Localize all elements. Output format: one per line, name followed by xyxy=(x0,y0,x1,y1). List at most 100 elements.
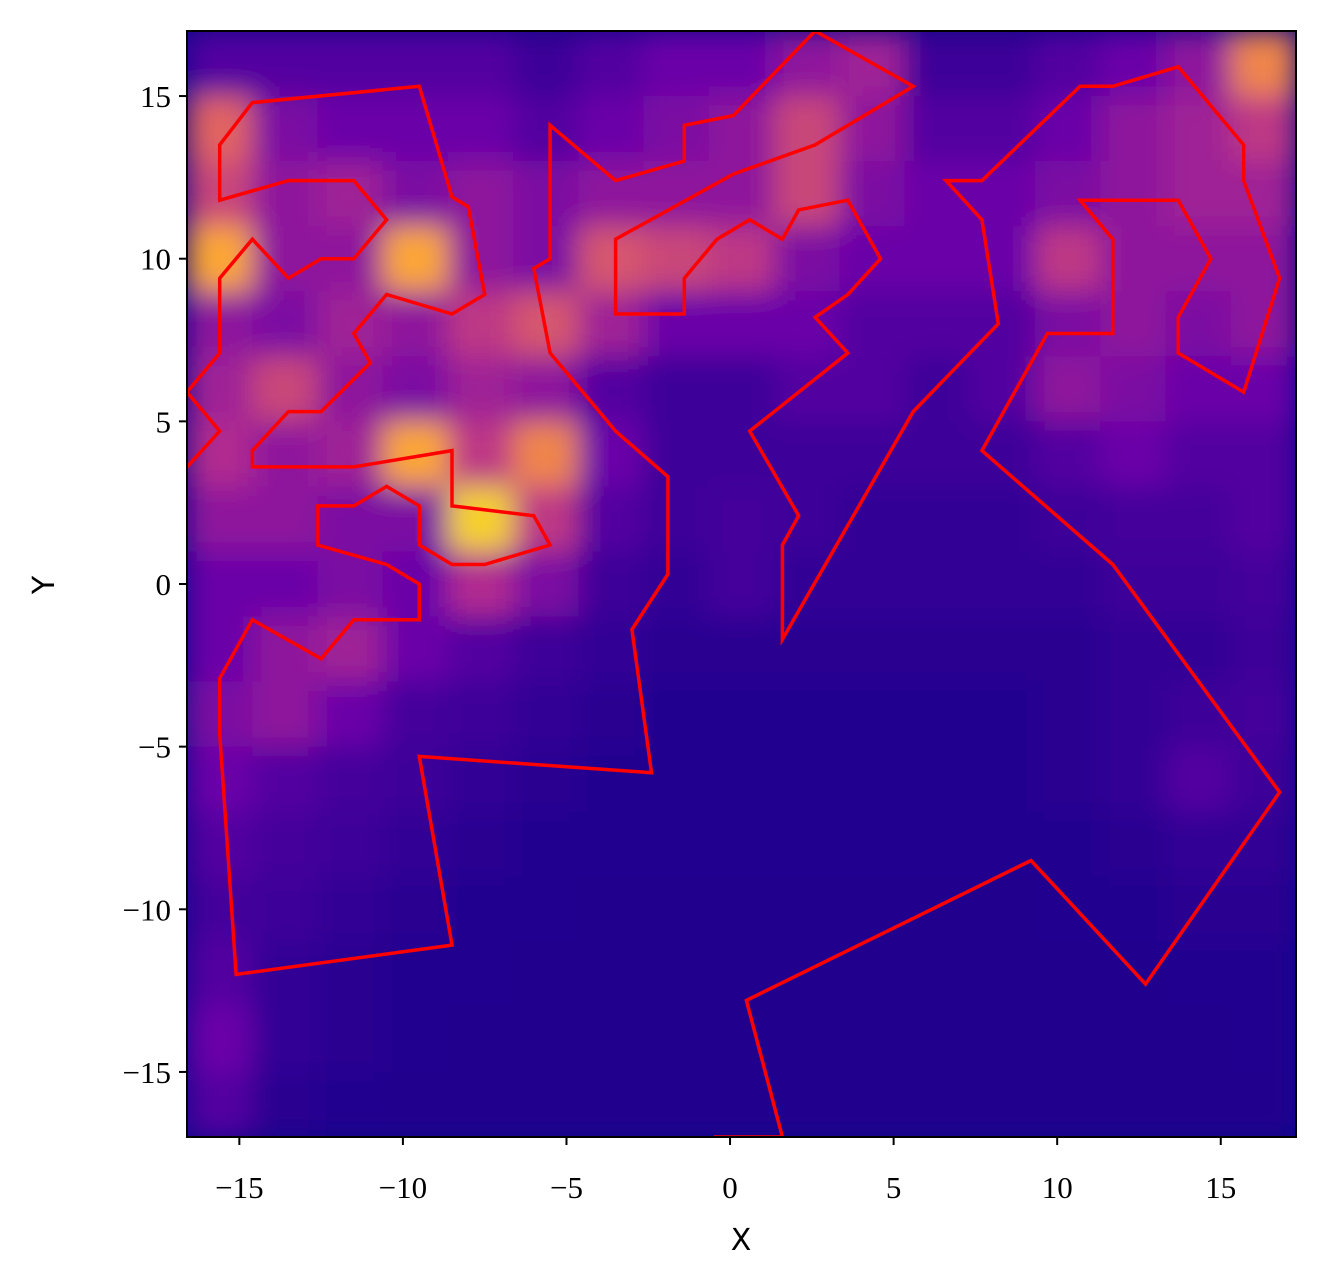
heatmap-cell xyxy=(643,291,710,357)
heatmap-cell xyxy=(382,291,449,357)
heatmap-cell xyxy=(1165,1071,1232,1137)
heatmap-cell xyxy=(1165,941,1232,1008)
heatmap-cell xyxy=(578,356,645,422)
heatmap-cell xyxy=(774,811,840,878)
heatmap-cell xyxy=(447,811,514,878)
heatmap-cell xyxy=(1230,681,1296,748)
heatmap-cell xyxy=(252,421,318,487)
heatmap-cell xyxy=(513,616,579,683)
heatmap-cell xyxy=(969,486,1036,552)
heatmap-cell xyxy=(578,486,645,552)
heatmap-cell xyxy=(252,161,318,227)
heatmap-cell xyxy=(447,876,514,943)
heatmap-cell xyxy=(774,876,840,943)
heatmap-cell xyxy=(643,941,710,1008)
y-tick-label: −10 xyxy=(123,892,171,927)
heatmap-cell xyxy=(1035,551,1101,618)
heatmap-cell xyxy=(513,1006,579,1073)
heatmap-cell xyxy=(708,226,775,292)
heatmap-cell xyxy=(1230,811,1296,878)
heatmap-cell xyxy=(643,96,710,162)
heatmap-cell xyxy=(1100,291,1167,357)
heatmap-cell xyxy=(643,876,710,943)
heatmap-cell xyxy=(708,31,775,97)
heatmap-cell xyxy=(1230,96,1296,162)
heatmap-cell xyxy=(513,746,579,813)
heatmap-cell xyxy=(969,811,1036,878)
heatmap-cell xyxy=(708,1071,775,1137)
heatmap-cell xyxy=(447,746,514,813)
heatmap-cell xyxy=(774,291,840,357)
heatmap-cell xyxy=(839,681,906,748)
heatmap-cell xyxy=(578,551,645,618)
heatmap-cell xyxy=(1230,421,1296,487)
heatmap-cell xyxy=(1035,876,1101,943)
heatmap-cell xyxy=(839,226,906,292)
heatmap-cell xyxy=(252,941,318,1008)
heatmap-cell xyxy=(1035,486,1101,552)
heatmap-cell xyxy=(839,876,906,943)
heatmap-cell xyxy=(382,616,449,683)
heatmap-cell xyxy=(774,746,840,813)
heatmap-cell xyxy=(1165,551,1232,618)
heatmap-cell xyxy=(643,1006,710,1073)
heatmap-cell xyxy=(969,551,1036,618)
heatmap-cell xyxy=(578,876,645,943)
heatmap-cell xyxy=(187,31,253,97)
heatmap-cell xyxy=(447,291,514,357)
heatmap-cell xyxy=(904,291,971,357)
heatmap-cell xyxy=(774,161,840,227)
heatmap-cell xyxy=(578,1071,645,1137)
y-tick-label: −5 xyxy=(138,730,171,765)
heatmap-cell xyxy=(774,421,840,487)
heatmap-cell xyxy=(1100,876,1167,943)
heatmap-cell xyxy=(774,1071,840,1137)
heatmap-cell xyxy=(1035,96,1101,162)
heatmap-cell xyxy=(1035,746,1101,813)
heatmap-cell xyxy=(187,356,253,422)
heatmap-cell xyxy=(513,421,579,487)
heatmap-cell xyxy=(839,96,906,162)
heatmap-cell xyxy=(187,486,253,552)
heatmap-cell xyxy=(382,551,449,618)
heatmap-cell xyxy=(1100,616,1167,683)
heatmap-cell xyxy=(1100,1071,1167,1137)
x-tick-label: 0 xyxy=(722,1170,738,1205)
heatmap-cell xyxy=(969,941,1036,1008)
y-axis-label: Y xyxy=(27,575,62,595)
heatmap-cell xyxy=(969,1006,1036,1073)
heatmap-cell xyxy=(382,486,449,552)
heatmap-cell xyxy=(252,681,318,748)
heatmap-cell xyxy=(643,421,710,487)
heatmap-cell xyxy=(382,356,449,422)
heatmap-cell xyxy=(839,811,906,878)
heatmap-cell xyxy=(578,421,645,487)
heatmap-cell xyxy=(382,226,449,292)
heatmap-cell xyxy=(904,876,971,943)
heatmap-cell xyxy=(447,551,514,618)
heatmap-cell xyxy=(1100,746,1167,813)
heatmap-cell xyxy=(513,356,579,422)
heatmap-cell xyxy=(317,941,384,1008)
heatmap-cell xyxy=(839,1071,906,1137)
heatmap-cell xyxy=(839,551,906,618)
heatmap-cell xyxy=(904,681,971,748)
heatmap-cell xyxy=(774,616,840,683)
heatmap-cell xyxy=(708,876,775,943)
heatmap-cell xyxy=(904,226,971,292)
heatmap-cell xyxy=(904,811,971,878)
heatmap-cell xyxy=(1230,1006,1296,1073)
heatmap-cell xyxy=(187,1071,253,1137)
heatmap-cell xyxy=(969,31,1036,97)
heatmap-cell xyxy=(1035,1006,1101,1073)
plot-area xyxy=(187,31,1296,1137)
heatmap-cell xyxy=(1165,291,1232,357)
heatmap-cell xyxy=(578,681,645,748)
heatmap-cell xyxy=(447,31,514,97)
heatmap-cell xyxy=(513,811,579,878)
heatmap-cell xyxy=(708,941,775,1008)
x-tick-label: −10 xyxy=(379,1170,427,1205)
heatmap-cell xyxy=(317,1006,384,1073)
heatmap-cell xyxy=(1165,811,1232,878)
